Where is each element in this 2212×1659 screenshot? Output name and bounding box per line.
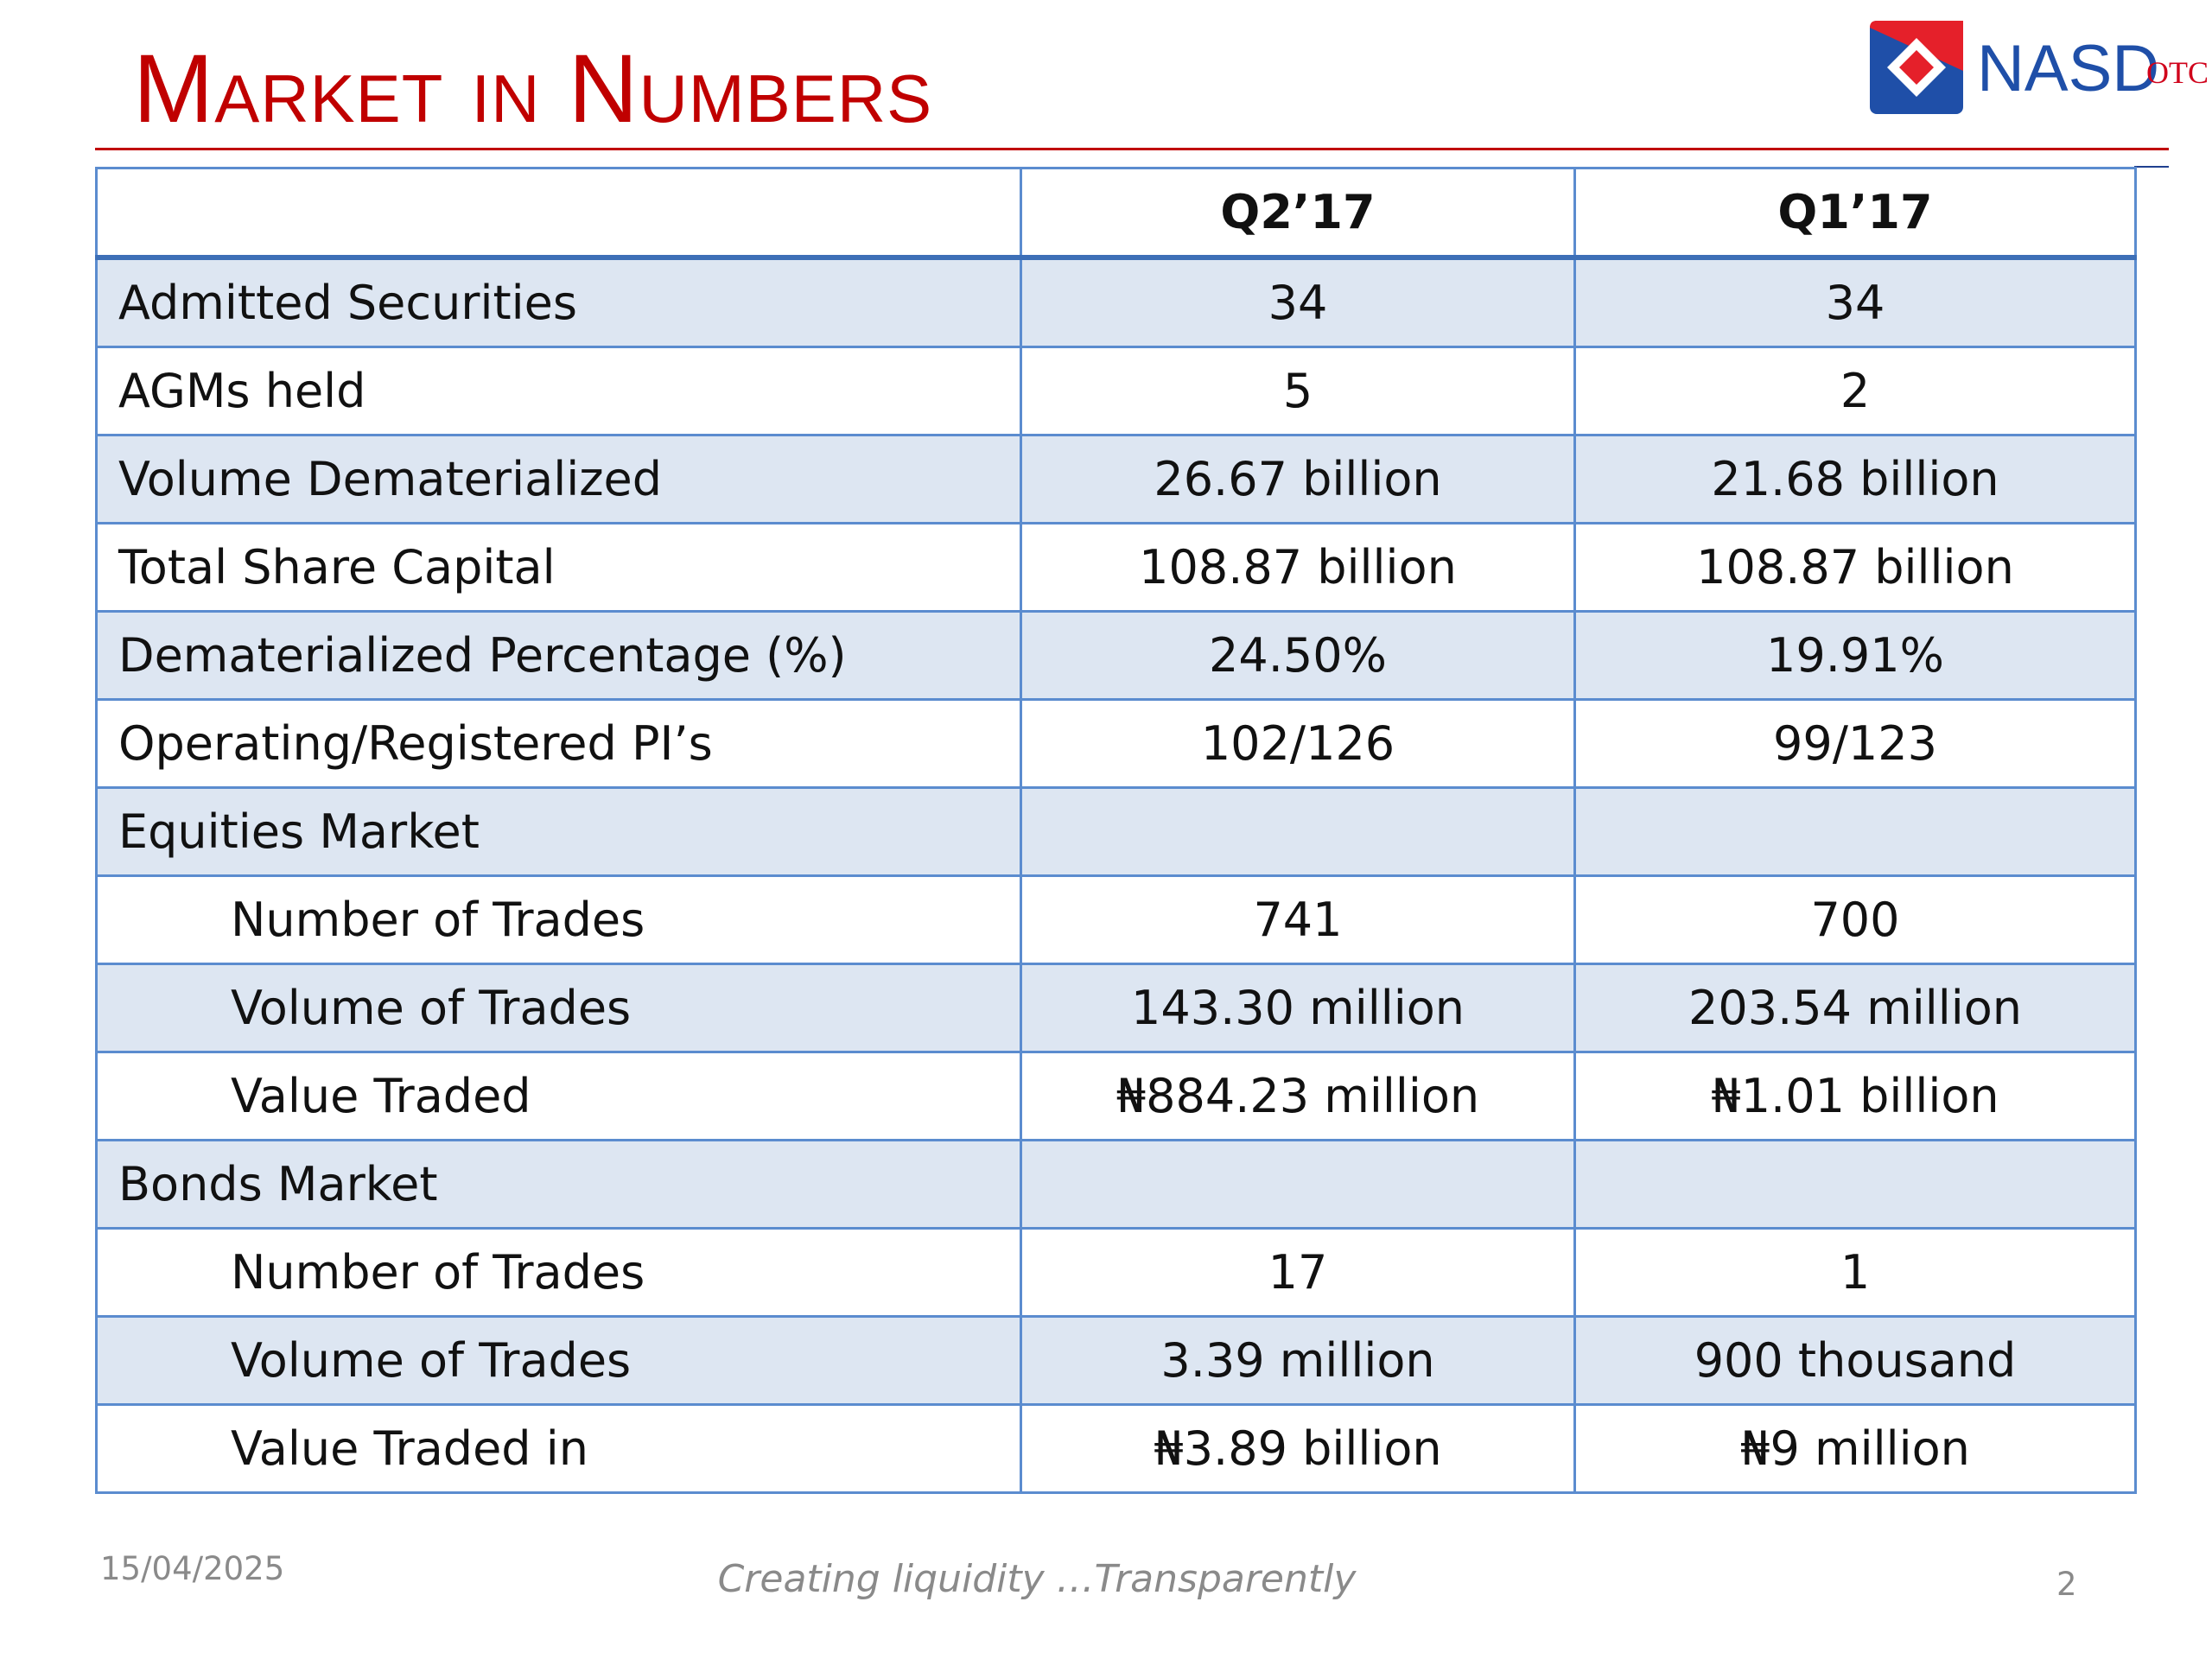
cell-q2-17: 34 (1020, 256, 1576, 348)
row-label: Total Share Capital (95, 522, 1022, 613)
table-row: Volume Dematerialized 26.67 billion 21.6… (95, 434, 2137, 524)
market-numbers-table: Q2’17 Q1’17 Admitted Securities 34 34 AG… (95, 167, 2137, 1494)
footer-date: 15/04/2025 (100, 1550, 285, 1587)
table-row: Volume of Trades 3.39 million 900 thousa… (95, 1315, 2137, 1406)
cell-q1-17: 108.87 billion (1573, 522, 2137, 613)
cell-q2-17: ₦3.89 billion (1020, 1403, 1576, 1494)
row-label: Admitted Securities (95, 256, 1022, 348)
cell-q1-17 (1573, 1139, 2137, 1230)
cell-q1-17: 900 thousand (1573, 1315, 2137, 1406)
table-row-section: Bonds Market (95, 1139, 2137, 1230)
cell-q2-17 (1020, 1139, 1576, 1230)
cell-q2-17 (1020, 786, 1576, 877)
cell-q1-17: 21.68 billion (1573, 434, 2137, 524)
cell-q2-17: 26.67 billion (1020, 434, 1576, 524)
cell-q2-17: 17 (1020, 1227, 1576, 1318)
table-row: Dematerialized Percentage (%) 24.50% 19.… (95, 610, 2137, 701)
cell-q1-17: ₦9 million (1573, 1403, 2137, 1494)
table-row: Total Share Capital 108.87 billion 108.8… (95, 522, 2137, 613)
cell-q1-17: 1 (1573, 1227, 2137, 1318)
table-row: Operating/Registered PI’s 102/126 99/123 (95, 698, 2137, 789)
table-row: Value Traded in ₦3.89 billion ₦9 million (95, 1403, 2137, 1494)
row-label: Dematerialized Percentage (%) (95, 610, 1022, 701)
row-label: AGMs held (95, 346, 1022, 436)
row-label: Value Traded in (95, 1403, 1022, 1494)
cell-q1-17: 19.91% (1573, 610, 2137, 701)
cell-q2-17: ₦884.23 million (1020, 1051, 1576, 1141)
header-cell-q1-17: Q1’17 (1573, 167, 2137, 260)
table-row: Value Traded ₦884.23 million ₦1.01 billi… (95, 1051, 2137, 1141)
footer-tagline: Creating liquidity …Transparently (717, 1557, 1357, 1601)
cell-q1-17 (1573, 786, 2137, 877)
cell-q1-17: 700 (1573, 874, 2137, 965)
cell-q1-17: 203.54 million (1573, 963, 2137, 1053)
cell-q2-17: 3.39 million (1020, 1315, 1576, 1406)
logo-subtext: OTC (2146, 55, 2209, 90)
cell-q2-17: 143.30 million (1020, 963, 1576, 1053)
cell-q1-17: 99/123 (1573, 698, 2137, 789)
page-number: 2 (2056, 1566, 2077, 1603)
table-row: AGMs held 5 2 (95, 346, 2137, 436)
section-label-bonds: Bonds Market (95, 1139, 1022, 1230)
nasd-diamond-logo-icon (1870, 21, 1963, 114)
row-label: Volume of Trades (95, 1315, 1022, 1406)
header-cell-label (95, 167, 1022, 260)
cell-q2-17: 741 (1020, 874, 1576, 965)
table-row: Number of Trades 741 700 (95, 874, 2137, 965)
logo-wordmark: NASD (1977, 32, 2160, 105)
row-label: Volume of Trades (95, 963, 1022, 1053)
nasd-otc-logo: NASD OTC (1868, 19, 2212, 119)
title-divider (95, 148, 2169, 150)
slide-title: Market in Numbers (133, 35, 933, 143)
table-row-section: Equities Market (95, 786, 2137, 877)
header-cell-q2-17: Q2’17 (1020, 167, 1576, 260)
cell-q1-17: ₦1.01 billion (1573, 1051, 2137, 1141)
row-label: Number of Trades (95, 1227, 1022, 1318)
cell-q2-17: 108.87 billion (1020, 522, 1576, 613)
title-divider-accent (2134, 166, 2169, 168)
table-header-row: Q2’17 Q1’17 (95, 167, 2137, 260)
row-label: Volume Dematerialized (95, 434, 1022, 524)
table-row: Volume of Trades 143.30 million 203.54 m… (95, 963, 2137, 1053)
cell-q2-17: 102/126 (1020, 698, 1576, 789)
cell-q2-17: 5 (1020, 346, 1576, 436)
table-row: Number of Trades 17 1 (95, 1227, 2137, 1318)
section-label-equities: Equities Market (95, 786, 1022, 877)
cell-q1-17: 2 (1573, 346, 2137, 436)
row-label: Value Traded (95, 1051, 1022, 1141)
row-label: Operating/Registered PI’s (95, 698, 1022, 789)
cell-q2-17: 24.50% (1020, 610, 1576, 701)
table-row: Admitted Securities 34 34 (95, 256, 2137, 348)
cell-q1-17: 34 (1573, 256, 2137, 348)
row-label: Number of Trades (95, 874, 1022, 965)
